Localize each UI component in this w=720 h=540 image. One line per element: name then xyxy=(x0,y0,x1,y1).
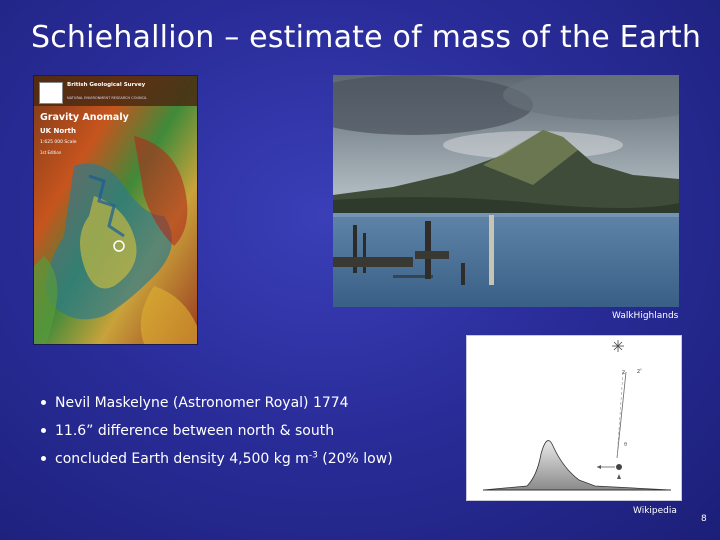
bullet-text: concluded Earth density 4,500 kg m xyxy=(55,451,309,467)
bullet-item: Nevil Maskelyne (Astronomer Royal) 1774 xyxy=(41,389,393,417)
bullet-icon xyxy=(41,427,46,433)
bullet-superscript: -3 xyxy=(308,450,318,461)
bullet-text-tail: (20% low) xyxy=(317,451,393,467)
map-graphic xyxy=(34,76,197,344)
bullet-list: Nevil Maskelyne (Astronomer Royal) 1774 … xyxy=(41,389,393,473)
bullet-icon xyxy=(41,399,46,405)
photo-credit: WalkHighlands xyxy=(612,311,679,321)
svg-text:θ: θ xyxy=(624,442,627,448)
bullet-item: concluded Earth density 4,500 kg m-3 (20… xyxy=(41,445,393,473)
schiehallion-photo xyxy=(333,75,679,307)
slide-title: Schiehallion – estimate of mass of the E… xyxy=(31,20,702,55)
diagram-credit: Wikipedia xyxy=(633,506,677,516)
bullet-icon xyxy=(41,455,46,461)
svg-text:z': z' xyxy=(637,368,642,375)
page-number: 8 xyxy=(701,514,707,524)
plumb-line-diagram: z z' θ xyxy=(466,335,682,501)
svg-text:z: z xyxy=(622,369,625,376)
star-icon xyxy=(612,340,624,352)
bullet-text: 11.6” difference between north & south xyxy=(55,423,335,439)
deflection-diagram-graphic: z z' θ xyxy=(482,340,672,491)
bullet-item: 11.6” difference between north & south xyxy=(41,417,393,445)
landscape-graphic xyxy=(333,75,679,307)
gravity-anomaly-map-image: British Geological Survey NATURAL ENVIRO… xyxy=(33,75,198,345)
bullet-text: Nevil Maskelyne (Astronomer Royal) 1774 xyxy=(55,395,349,411)
